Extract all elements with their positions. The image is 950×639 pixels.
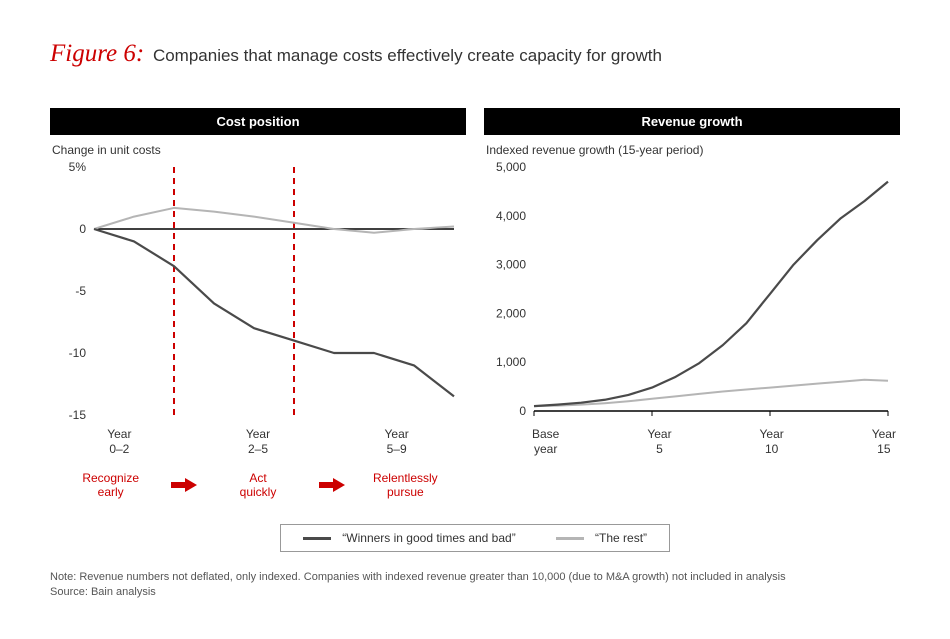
x-period-label: Year0–2 xyxy=(107,427,131,457)
legend-swatch-winners xyxy=(303,537,331,540)
svg-text:4,000: 4,000 xyxy=(496,209,526,223)
left-chart-svg: 5% 0 -5 -10 -15 xyxy=(50,161,460,421)
svg-text:5,000: 5,000 xyxy=(496,161,526,174)
svg-text:5%: 5% xyxy=(69,161,87,174)
left-panel: Cost position Change in unit costs 5% 0 -5… xyxy=(50,108,466,500)
legend-swatch-rest xyxy=(556,537,584,540)
left-panel-subheader: Change in unit costs xyxy=(52,143,466,157)
svg-text:3,000: 3,000 xyxy=(496,258,526,272)
svg-text:-10: -10 xyxy=(69,346,87,360)
legend-label-rest: “The rest” xyxy=(595,531,647,545)
right-panel-header: Revenue growth xyxy=(484,108,900,135)
svg-text:0: 0 xyxy=(519,404,526,418)
left-panel-header: Cost position xyxy=(50,108,466,135)
right-panel-subheader: Indexed revenue growth (15-year period) xyxy=(486,143,900,157)
legend-label-winners: “Winners in good times and bad” xyxy=(342,531,515,545)
x-axis-label: Year5 xyxy=(647,427,671,457)
note-text: Note: Revenue numbers not deflated, only… xyxy=(50,570,900,585)
x-period-label: Year5–9 xyxy=(385,427,409,457)
phase-label: Relentlesslypursue xyxy=(345,471,466,500)
left-x-labels: Year0–2 Year2–5 Year5–9 xyxy=(50,427,466,457)
arrow-right-icon xyxy=(171,478,197,492)
legend-item-rest: “The rest” xyxy=(556,531,647,545)
phase-label: Recognizeearly xyxy=(50,471,171,500)
x-axis-label: Year10 xyxy=(760,427,784,457)
legend: “Winners in good times and bad” “The res… xyxy=(280,524,670,552)
x-axis-label: Year15 xyxy=(872,427,896,457)
left-phase-labels: Recognizeearly Actquickly Relentlesslypurs… xyxy=(50,471,466,500)
svg-text:0: 0 xyxy=(79,222,86,236)
phase-label: Actquickly xyxy=(197,471,318,500)
charts-row: Cost position Change in unit costs 5% 0 -5… xyxy=(50,108,900,500)
footnotes: Note: Revenue numbers not deflated, only… xyxy=(50,570,900,601)
figure-title: Figure 6: Companies that manage costs ef… xyxy=(50,40,900,68)
figure-title-text: Companies that manage costs effectively … xyxy=(153,46,662,65)
left-plot: 5% 0 -5 -10 -15 xyxy=(50,161,466,421)
right-chart-svg: 5,000 4,000 3,000 2,000 1,000 0 xyxy=(484,161,894,421)
right-x-labels: Baseyear Year5 Year10 Year15 xyxy=(484,427,900,457)
source-text: Source: Bain analysis xyxy=(50,585,900,600)
svg-text:-15: -15 xyxy=(69,408,87,421)
svg-text:2,000: 2,000 xyxy=(496,306,526,320)
right-plot: 5,000 4,000 3,000 2,000 1,000 0 xyxy=(484,161,900,421)
svg-text:1,000: 1,000 xyxy=(496,355,526,369)
svg-text:-5: -5 xyxy=(75,284,86,298)
figure-number: Figure 6: xyxy=(50,40,144,67)
right-panel: Revenue growth Indexed revenue growth (1… xyxy=(484,108,900,500)
x-axis-label: Baseyear xyxy=(532,427,559,457)
figure-container: Figure 6: Companies that manage costs ef… xyxy=(0,0,950,639)
arrow-right-icon xyxy=(319,478,345,492)
x-period-label: Year2–5 xyxy=(246,427,270,457)
legend-item-winners: “Winners in good times and bad” xyxy=(303,531,516,545)
